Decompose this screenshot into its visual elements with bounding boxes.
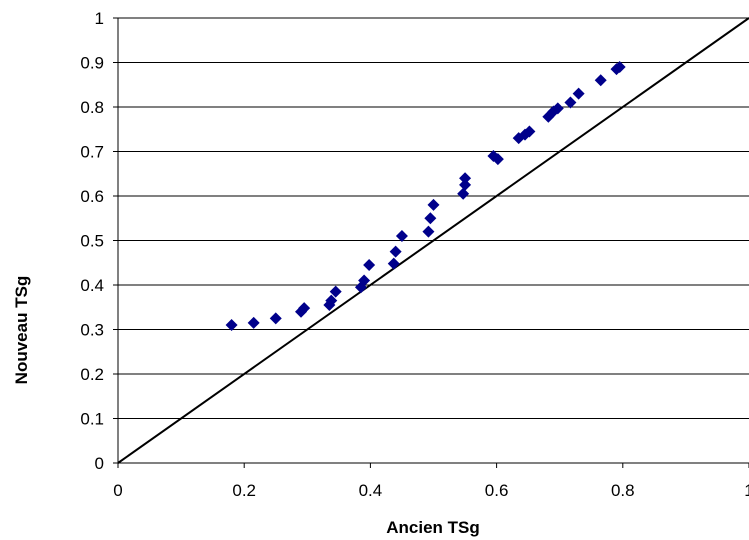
y-tick-label: 0.2: [80, 365, 104, 384]
data-point: [572, 87, 585, 100]
data-point: [427, 198, 440, 211]
data-point: [613, 60, 626, 73]
data-point: [387, 257, 400, 270]
x-axis-title: Ancien TSg: [386, 518, 480, 537]
data-point: [247, 316, 260, 329]
data-point: [491, 153, 504, 166]
data-point: [594, 74, 607, 87]
x-tick-label: 0.4: [359, 481, 383, 500]
x-tick-label: 0: [113, 481, 122, 500]
y-tick-label: 0.3: [80, 321, 104, 340]
data-point: [457, 187, 470, 200]
axes: [113, 17, 749, 468]
x-tick-label: 0.6: [485, 481, 509, 500]
y-tick-label: 0.7: [80, 143, 104, 162]
data-point: [358, 274, 371, 287]
x-tick-label: 0.8: [611, 481, 635, 500]
data-point: [551, 102, 564, 115]
y-tick-label: 0.8: [80, 98, 104, 117]
data-point: [329, 285, 342, 298]
y-axis-title: Nouveau TSg: [12, 276, 31, 385]
data-point: [389, 245, 402, 258]
data-point: [269, 312, 282, 325]
data-point: [363, 258, 376, 271]
data-point: [459, 172, 472, 185]
data-point: [325, 294, 338, 307]
y-tick-label: 0.9: [80, 54, 104, 73]
y-tick-label: 0.5: [80, 232, 104, 251]
reference-line-group: [117, 17, 749, 464]
data-point: [395, 230, 408, 243]
data-point: [422, 225, 435, 238]
data-points: [225, 60, 626, 332]
data-point: [424, 212, 437, 225]
data-point: [564, 96, 577, 109]
y-tick-label: 0.4: [80, 276, 104, 295]
data-point: [298, 302, 311, 315]
data-point: [523, 125, 536, 138]
tick-labels: 0 0.1 0.2 0.3 0.4 0.5 0.6 0.7 0.8 0.9 1 0 0.2 0.4 0.6 0…: [80, 9, 749, 500]
y-tick-label: 0.1: [80, 410, 104, 429]
y-tick-label: 1: [95, 9, 104, 28]
data-point: [459, 178, 472, 191]
reference-line: [117, 17, 749, 464]
x-tick-label: 1: [744, 481, 749, 500]
data-point: [225, 319, 238, 332]
y-tick-label: 0.6: [80, 187, 104, 206]
y-tick-label: 0: [95, 454, 104, 473]
x-tick-label: 0.2: [232, 481, 256, 500]
